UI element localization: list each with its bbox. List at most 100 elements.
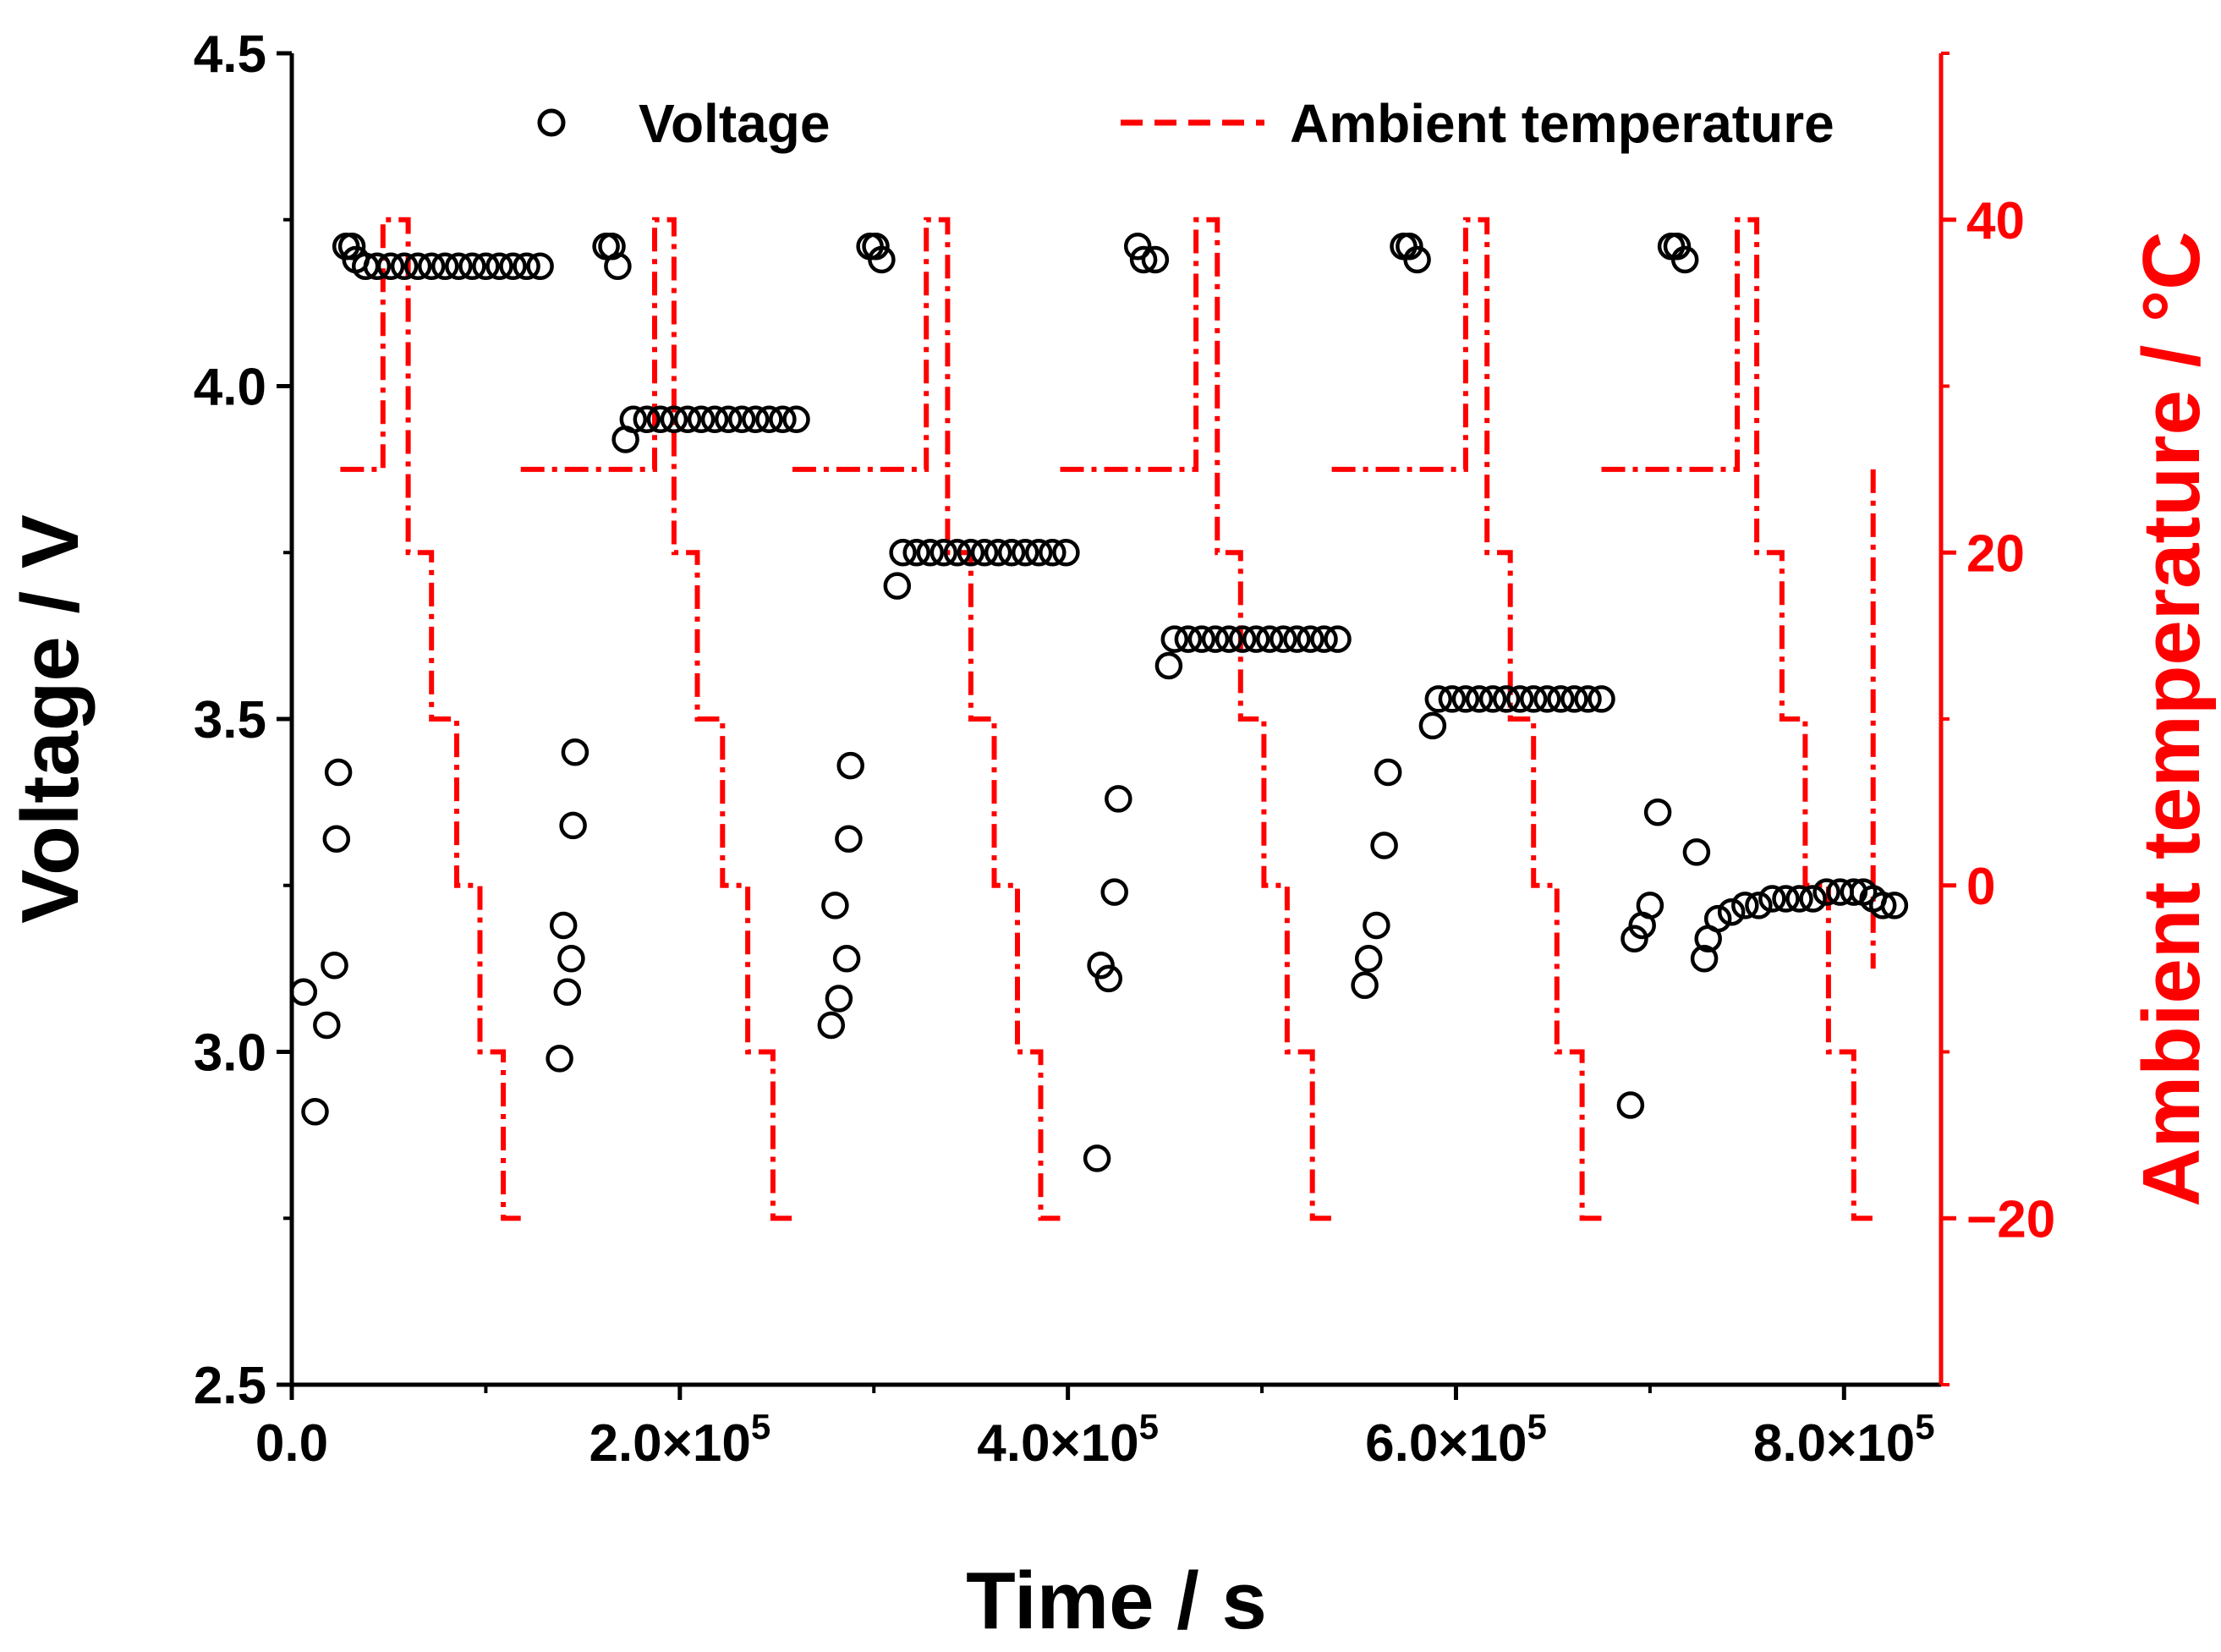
voltage-point-113 bbox=[1616, 1091, 1645, 1119]
voltage-point-102 bbox=[1451, 685, 1480, 713]
voltage-point-56 bbox=[889, 539, 917, 567]
voltage-point-23 bbox=[546, 1045, 573, 1073]
voltage-point-131 bbox=[1799, 885, 1827, 913]
x-tick-label-exponent-3: 5 bbox=[1527, 1407, 1546, 1446]
voltage-point-3 bbox=[321, 951, 348, 980]
y-tick-label-1: 3.0 bbox=[194, 1024, 266, 1083]
voltage-point-93 bbox=[1363, 911, 1390, 940]
x-tick-label-1: 2.0×105 bbox=[589, 1407, 770, 1473]
voltage-point-28 bbox=[561, 738, 590, 766]
voltage-point-19 bbox=[485, 252, 513, 281]
temperature-step-line-2 bbox=[792, 217, 1061, 1221]
voltage-point-46 bbox=[817, 1011, 846, 1040]
x-tick-label-base-2: 4.0×10 bbox=[977, 1414, 1138, 1473]
voltage-point-26 bbox=[557, 945, 585, 973]
voltage-point-34 bbox=[633, 405, 661, 434]
voltage-point-0 bbox=[289, 978, 318, 1006]
voltage-point-74 bbox=[1123, 232, 1152, 261]
voltage-point-95 bbox=[1374, 758, 1402, 787]
voltage-point-73 bbox=[1105, 785, 1132, 813]
voltage-point-64 bbox=[997, 539, 1026, 567]
voltage-point-57 bbox=[902, 539, 930, 567]
voltage-point-121 bbox=[1682, 838, 1711, 866]
voltage-point-22 bbox=[526, 252, 554, 281]
voltage-point-120 bbox=[1670, 245, 1699, 274]
legend-voltage-label: Voltage bbox=[639, 93, 830, 154]
voltage-point-132 bbox=[1812, 878, 1840, 906]
voltage-point-5 bbox=[324, 758, 353, 787]
voltage-point-49 bbox=[832, 945, 861, 973]
x-tick-label-exponent-4: 5 bbox=[1915, 1407, 1934, 1446]
voltage-point-92 bbox=[1354, 945, 1383, 973]
voltage-point-10 bbox=[363, 252, 392, 281]
voltage-point-50 bbox=[835, 825, 863, 853]
voltage-point-15 bbox=[430, 252, 459, 281]
voltage-point-117 bbox=[1643, 798, 1672, 826]
voltage-point-51 bbox=[836, 751, 864, 780]
voltage-point-44 bbox=[769, 405, 797, 434]
voltage-point-11 bbox=[376, 252, 405, 281]
y2-tick-label-0: −20 bbox=[1966, 1190, 2055, 1249]
voltage-point-101 bbox=[1438, 685, 1467, 713]
y-tick-label-0: 2.5 bbox=[194, 1357, 266, 1415]
voltage-point-72 bbox=[1100, 878, 1128, 906]
voltage-point-71 bbox=[1094, 964, 1123, 993]
voltage-point-106 bbox=[1505, 685, 1534, 713]
voltage-point-76 bbox=[1141, 245, 1170, 274]
voltage-point-114 bbox=[1621, 925, 1648, 952]
voltage-point-62 bbox=[970, 539, 999, 567]
voltage-point-25 bbox=[553, 978, 582, 1006]
voltage-point-37 bbox=[673, 405, 702, 434]
voltage-point-85 bbox=[1255, 625, 1284, 653]
voltage-point-43 bbox=[755, 405, 783, 434]
voltage-point-58 bbox=[916, 539, 945, 567]
y-tick-label-3: 4.0 bbox=[194, 359, 266, 417]
x-tick-label-base-4: 8.0×10 bbox=[1753, 1414, 1915, 1473]
voltage-point-20 bbox=[499, 252, 527, 281]
voltage-point-33 bbox=[619, 405, 648, 434]
voltage-point-54 bbox=[868, 245, 896, 274]
voltage-point-110 bbox=[1560, 685, 1588, 713]
voltage-point-78 bbox=[1160, 625, 1189, 653]
x-tick-label-0: 0.0 bbox=[255, 1414, 328, 1473]
voltage-point-98 bbox=[1403, 245, 1431, 274]
y-tick-label-4: 4.5 bbox=[194, 25, 266, 84]
voltage-point-60 bbox=[943, 539, 972, 567]
voltage-point-61 bbox=[957, 539, 985, 567]
voltage-point-77 bbox=[1154, 651, 1183, 680]
left-axis-ticks: 2.5 3.0 3.5 4.0 4.5 bbox=[194, 25, 292, 1415]
voltage-point-79 bbox=[1174, 625, 1203, 653]
x-tick-label-3: 6.0×105 bbox=[1365, 1407, 1547, 1473]
voltage-point-27 bbox=[559, 811, 587, 840]
voltage-point-105 bbox=[1492, 685, 1521, 713]
x-tick-label-exponent-1: 5 bbox=[751, 1407, 770, 1446]
voltage-point-16 bbox=[445, 252, 473, 281]
legend-voltage-marker bbox=[537, 108, 566, 137]
voltage-point-108 bbox=[1533, 685, 1561, 713]
voltage-point-99 bbox=[1418, 711, 1447, 740]
voltage-point-138 bbox=[1880, 892, 1909, 919]
voltage-point-63 bbox=[984, 539, 1012, 567]
voltage-point-1 bbox=[301, 1098, 329, 1126]
voltage-point-82 bbox=[1215, 625, 1243, 653]
voltage-point-107 bbox=[1519, 685, 1548, 713]
voltage-point-68 bbox=[1052, 539, 1080, 567]
y-axis-title: Voltage / V bbox=[5, 514, 96, 924]
voltage-point-104 bbox=[1478, 685, 1507, 713]
voltage-point-128 bbox=[1758, 885, 1786, 913]
voltage-point-41 bbox=[727, 405, 756, 434]
voltage-point-124 bbox=[1703, 904, 1732, 933]
x-tick-label-base-1: 2.0×10 bbox=[589, 1414, 750, 1473]
voltage-point-45 bbox=[782, 405, 810, 434]
x-tick-label-base-3: 6.0×10 bbox=[1365, 1414, 1527, 1473]
voltage-point-40 bbox=[714, 405, 743, 434]
y-tick-label-2: 3.5 bbox=[194, 691, 266, 749]
y2-tick-label-1: 0 bbox=[1966, 858, 1995, 916]
plot-content bbox=[289, 217, 1909, 1221]
voltage-point-125 bbox=[1717, 897, 1746, 926]
x-axis-title: Time / s bbox=[966, 1556, 1267, 1646]
temperature-step-line-4 bbox=[1331, 217, 1602, 1221]
voltage-point-53 bbox=[862, 232, 890, 261]
voltage-point-39 bbox=[700, 405, 729, 434]
